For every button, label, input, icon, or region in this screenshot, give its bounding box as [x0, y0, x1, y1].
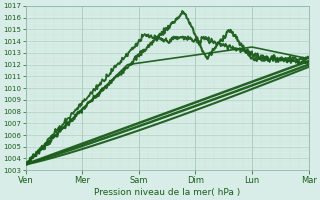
X-axis label: Pression niveau de la mer( hPa ): Pression niveau de la mer( hPa ) [94, 188, 240, 197]
